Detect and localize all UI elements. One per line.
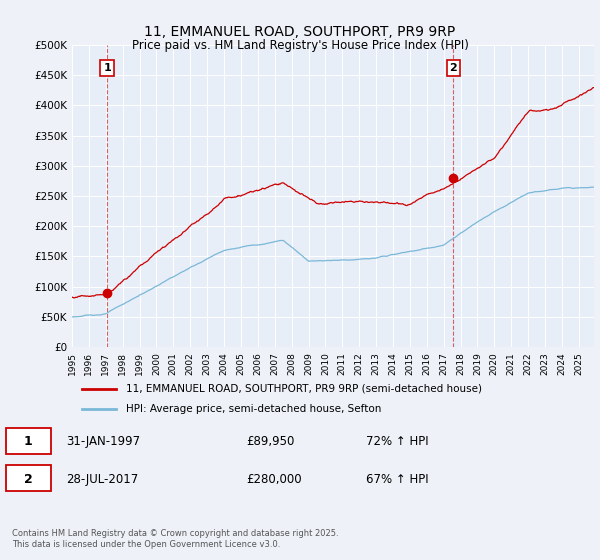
Text: 67% ↑ HPI: 67% ↑ HPI [366, 473, 428, 486]
Text: 11, EMMANUEL ROAD, SOUTHPORT, PR9 9RP (semi-detached house): 11, EMMANUEL ROAD, SOUTHPORT, PR9 9RP (s… [126, 384, 482, 394]
Text: £89,950: £89,950 [246, 435, 295, 449]
Text: 1: 1 [103, 63, 111, 73]
Text: 11, EMMANUEL ROAD, SOUTHPORT, PR9 9RP: 11, EMMANUEL ROAD, SOUTHPORT, PR9 9RP [145, 25, 455, 39]
Text: Price paid vs. HM Land Registry's House Price Index (HPI): Price paid vs. HM Land Registry's House … [131, 39, 469, 52]
Text: 1: 1 [24, 435, 32, 449]
Text: 28-JUL-2017: 28-JUL-2017 [66, 473, 138, 486]
Text: 72% ↑ HPI: 72% ↑ HPI [366, 435, 428, 449]
Text: £280,000: £280,000 [246, 473, 302, 486]
Text: 2: 2 [24, 473, 32, 486]
FancyBboxPatch shape [6, 465, 51, 491]
Text: HPI: Average price, semi-detached house, Sefton: HPI: Average price, semi-detached house,… [126, 404, 382, 414]
Text: Contains HM Land Registry data © Crown copyright and database right 2025.
This d: Contains HM Land Registry data © Crown c… [12, 529, 338, 549]
Text: 31-JAN-1997: 31-JAN-1997 [66, 435, 140, 449]
Text: 2: 2 [449, 63, 457, 73]
FancyBboxPatch shape [6, 428, 51, 454]
